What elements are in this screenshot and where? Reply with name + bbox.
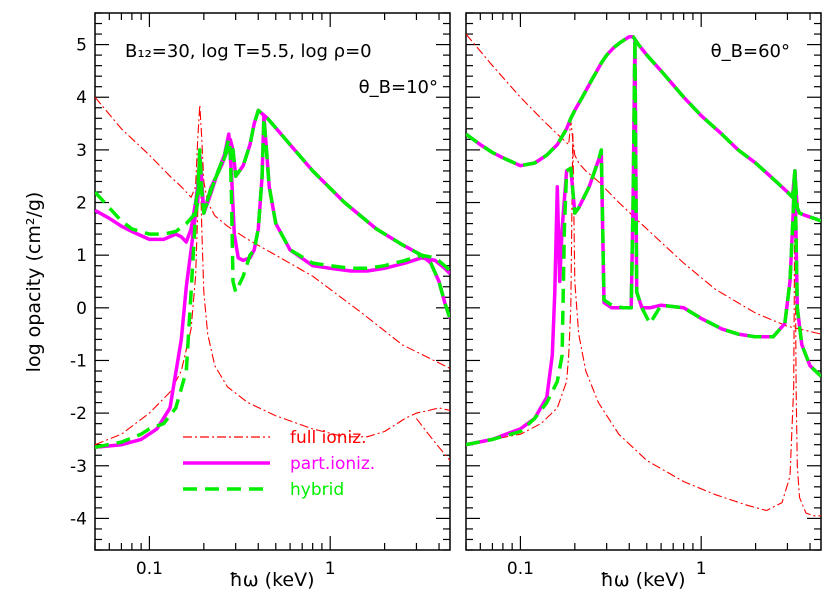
- series-line-full-ioniz: [95, 96, 450, 369]
- right-panel: 0.1 1 ħω (keV) θ_B=60°: [465, 12, 822, 591]
- y-tick-label: -4: [70, 509, 87, 529]
- y-tick-label: -1: [70, 351, 87, 371]
- legend-label-hybrid: hybrid: [290, 480, 344, 500]
- y-tick-label: 0: [76, 299, 87, 319]
- series-line-full-ioniz: [95, 149, 450, 446]
- series-line-part-ioniz: [466, 37, 821, 447]
- series-line-hybrid: [466, 34, 821, 223]
- left-theta-annotation: θ_B=10°: [359, 77, 438, 98]
- series-line-full-ioniz: [466, 33, 821, 335]
- x-tick-label: 0.1: [507, 559, 534, 579]
- right-tick-labels: 0.1 1: [507, 559, 707, 579]
- left-parameters-annotation: B₁₂=30, log T=5.5, log ρ=0: [125, 41, 372, 62]
- legend-label-part-ioniz: part.ioniz.: [290, 454, 375, 474]
- right-series-layer: [466, 33, 821, 517]
- y-tick-label: -2: [70, 404, 87, 424]
- series-line-part-ioniz: [95, 113, 450, 275]
- left-tick-labels: 0.1 1 -4 -3 -2 -1 0 1 2 3 4 5: [70, 36, 336, 579]
- series-line-full-ioniz: [466, 133, 821, 517]
- legend: full ioniz. part.ioniz. hybrid: [183, 428, 375, 500]
- x-tick-label: 0.1: [136, 559, 163, 579]
- series-line-part-ioniz: [466, 34, 821, 223]
- series-line-hybrid: [95, 108, 450, 450]
- y-tick-label: 2: [76, 194, 87, 214]
- series-line-part-ioniz: [95, 108, 450, 450]
- right-ticks: [465, 12, 821, 551]
- x-tick-label: 1: [325, 559, 336, 579]
- left-ticks: [94, 12, 450, 551]
- right-theta-annotation: θ_B=60°: [711, 41, 790, 62]
- legend-label-full-ioniz: full ioniz.: [290, 428, 367, 448]
- series-line-hybrid: [95, 116, 450, 294]
- left-series-layer: [95, 96, 450, 461]
- left-plot-frame: [94, 12, 451, 551]
- y-axis-label: log opacity (cm²/g): [23, 192, 45, 373]
- y-tick-label: 4: [76, 88, 87, 108]
- y-tick-label: -3: [70, 457, 87, 477]
- y-tick-label: 1: [76, 246, 87, 266]
- right-plot-frame: [465, 12, 822, 551]
- y-tick-label: 3: [76, 141, 87, 161]
- right-x-axis-label: ħω (keV): [601, 569, 686, 591]
- series-line-hybrid: [466, 37, 821, 447]
- x-tick-label: 1: [696, 559, 707, 579]
- left-panel: 0.1 1 -4 -3 -2 -1 0 1 2 3 4 5 ħω (keV) log opacity …: [23, 12, 451, 591]
- left-x-axis-label: ħω (keV): [230, 569, 315, 591]
- y-tick-label: 5: [76, 36, 87, 56]
- series-line-full-ioniz: [415, 418, 450, 461]
